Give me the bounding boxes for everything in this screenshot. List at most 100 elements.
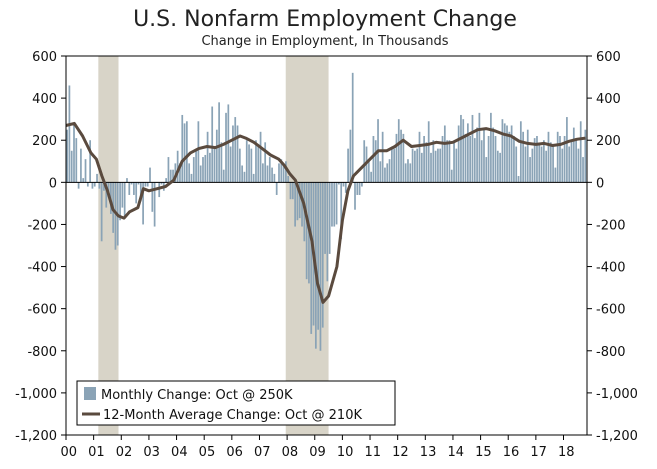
bar (533, 138, 536, 183)
bar (255, 140, 257, 183)
bar (190, 173, 193, 183)
y-tick-label-left: -1,200 (15, 429, 57, 444)
bar (139, 182, 142, 202)
bar (556, 131, 559, 183)
bar (298, 182, 301, 219)
bar (418, 131, 421, 183)
bar (547, 131, 550, 183)
bar (96, 173, 98, 183)
bar (248, 144, 250, 183)
bar (453, 142, 455, 183)
bar (501, 119, 504, 183)
bar (538, 144, 541, 183)
bar (70, 150, 73, 183)
chart-subtitle: Change in Employment, In Thousands (201, 34, 448, 49)
chart-title: U.S. Nonfarm Employment Change (133, 7, 517, 32)
y-tick-label-right: -1,200 (596, 429, 638, 444)
bar (347, 148, 349, 183)
bar (128, 182, 131, 195)
bar (264, 142, 267, 183)
y-tick-label-left: 200 (32, 134, 57, 149)
bar (356, 182, 359, 195)
bar (114, 182, 117, 250)
bar (160, 182, 163, 185)
legend-label-monthly: Monthly Change: Oct @ 250K (101, 388, 293, 403)
bar (241, 165, 244, 183)
plot-frame (65, 55, 588, 436)
bar (478, 112, 481, 183)
bar (310, 182, 313, 334)
bar (252, 173, 255, 183)
bar (388, 159, 391, 183)
bar (363, 140, 366, 183)
bar (572, 127, 575, 183)
bar (374, 140, 377, 183)
bar (324, 182, 326, 254)
bar (476, 127, 478, 183)
bar (340, 182, 343, 240)
bar (236, 125, 239, 183)
bar (439, 148, 442, 183)
bar (80, 148, 82, 183)
y-tick-label-right: 400 (596, 92, 621, 107)
legend: Monthly Change: Oct @ 250K 12-Month Aver… (76, 380, 396, 426)
bar (515, 146, 518, 183)
bar (245, 140, 248, 183)
bar (77, 182, 80, 189)
y-axis-left: 600 400 200 0 -200 -400 -600 -800 -1,000 -1,200 (15, 50, 66, 444)
bar (179, 163, 181, 183)
bar (186, 121, 188, 183)
bar (552, 144, 554, 183)
bar (209, 152, 211, 183)
bar (183, 123, 186, 183)
bar (559, 136, 561, 183)
bar (93, 182, 96, 187)
bar (172, 169, 174, 183)
bar (508, 131, 511, 183)
bar (526, 129, 529, 183)
bar (480, 140, 483, 183)
bar (66, 129, 68, 183)
bar (280, 159, 283, 183)
bar (411, 148, 414, 183)
bar (275, 182, 278, 195)
bar (285, 161, 287, 183)
bar (296, 182, 299, 221)
bar (522, 131, 525, 183)
bar (169, 169, 172, 183)
recession-band-0 (98, 56, 119, 435)
bar (469, 136, 472, 183)
bar (344, 182, 347, 193)
bar (165, 178, 167, 183)
bar (407, 159, 409, 183)
bar (218, 102, 220, 183)
bar (543, 140, 545, 183)
bar (137, 182, 140, 185)
bar (301, 182, 303, 227)
bar (220, 142, 223, 183)
bar (149, 167, 151, 183)
bar (570, 140, 573, 183)
bar (262, 163, 264, 183)
bar (268, 157, 271, 183)
y-tick-label-right: 200 (596, 134, 621, 149)
bar (503, 123, 506, 183)
y-tick-label-left: 600 (32, 50, 57, 65)
bar (135, 182, 138, 204)
bar (119, 182, 121, 221)
bar (441, 136, 444, 183)
bar (225, 112, 227, 183)
bar (89, 140, 91, 183)
bar (98, 182, 101, 189)
y-tick-label-right: -600 (596, 303, 626, 318)
bar (319, 182, 322, 351)
bar (130, 182, 133, 185)
bar (566, 117, 568, 183)
y-tick-label-left: -400 (27, 261, 57, 276)
bar (266, 165, 269, 183)
bar (354, 182, 356, 210)
bar (473, 138, 476, 183)
legend-bar-swatch (84, 387, 96, 400)
bar (331, 182, 333, 227)
